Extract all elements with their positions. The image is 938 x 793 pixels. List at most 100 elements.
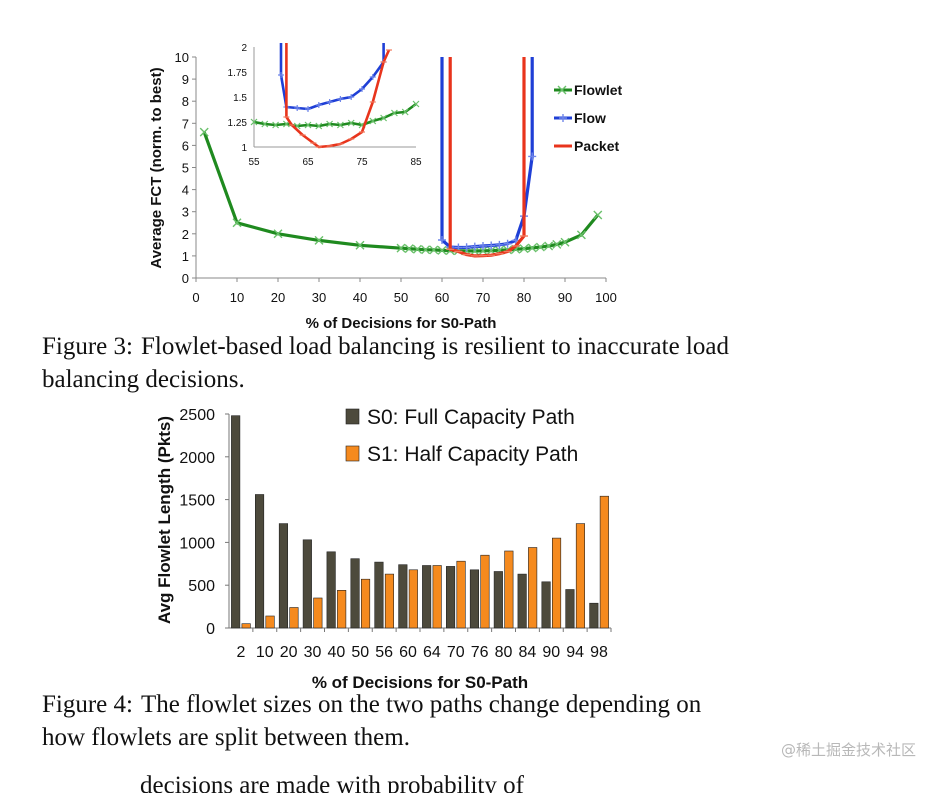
figure-3-point-flow bbox=[470, 242, 479, 251]
figure-4-x-tick-label: 30 bbox=[304, 644, 322, 661]
figure-3-point-flow bbox=[438, 235, 446, 244]
figure-4-y-tick-label: 500 bbox=[188, 578, 215, 595]
figure-4-y-tick-label: 2000 bbox=[179, 450, 215, 467]
figure-4-x-tick-label: 84 bbox=[519, 644, 537, 661]
figure-4-bar-s0 bbox=[255, 494, 265, 629]
figure-4-bar-s1 bbox=[456, 560, 466, 629]
figure-4-y-tick-label: 2500 bbox=[179, 407, 215, 424]
figure-4-x-tick-label: 20 bbox=[280, 644, 298, 661]
figure-3-y-tick-label: 0 bbox=[182, 271, 189, 286]
figure-3-point-flowlet bbox=[404, 244, 414, 254]
figure-4-bar-s0 bbox=[493, 571, 503, 629]
figure-4-bar-s0 bbox=[589, 602, 599, 629]
figure-3-line-flowlet bbox=[202, 131, 600, 253]
figure-3-point-flow bbox=[495, 240, 504, 249]
figure-3-inset-y-tick-label: 1 bbox=[241, 143, 247, 154]
figure-3-inset-point-flowlet bbox=[390, 109, 398, 117]
figure-3-line-packet bbox=[448, 57, 526, 258]
figure-3-inset-point-flow bbox=[315, 102, 322, 108]
figure-4-bar-s1 bbox=[313, 597, 323, 629]
figure-3-inset-point-flowlet bbox=[336, 121, 344, 129]
figure-3-inset-point-flowlet bbox=[315, 122, 323, 130]
figure-3-x-tick-label: 40 bbox=[353, 290, 367, 305]
figure-4-ylabel: Avg Flowlet Length (Pkts) bbox=[155, 416, 174, 624]
figure-3-caption-label: Figure 3: bbox=[42, 333, 133, 360]
figure-3-legend-label-flow: Flow bbox=[574, 110, 606, 126]
figure-4-bar-s0 bbox=[541, 581, 551, 629]
figure-4-bar-s0 bbox=[278, 523, 289, 629]
figure-3-point-flowlet bbox=[412, 244, 422, 254]
figure-3-x-tick-label: 90 bbox=[558, 290, 572, 305]
figure-3-inset-y-tick-label: 1.5 bbox=[233, 93, 247, 104]
figure-3-inset-point-flow bbox=[326, 99, 333, 105]
figure-3-line-flow bbox=[440, 57, 534, 250]
figure-3-y-tick-label: 2 bbox=[182, 227, 189, 242]
figure-3-x-tick-label: 30 bbox=[312, 290, 326, 305]
figure-3-x-tick-label: 60 bbox=[435, 290, 449, 305]
figure-3-inset-y-tick-label: 2 bbox=[241, 43, 247, 54]
figure-3-inset-point-flowlet bbox=[369, 117, 377, 125]
figure-3-ylabel: Average FCT (norm. to best) bbox=[148, 67, 165, 268]
figure-3-inset-point-flow bbox=[337, 96, 344, 102]
figure-3-inset-x-tick-label: 75 bbox=[356, 157, 368, 168]
figure-3-caption: Figure 3: Flowlet-based load balancing is… bbox=[42, 330, 742, 396]
figure-3-x-tick-label: 80 bbox=[517, 290, 531, 305]
figure-3-inset-point-flowlet bbox=[272, 121, 280, 129]
figure-3-point-flowlet bbox=[273, 229, 283, 239]
figure-3-inset-x-tick-label: 55 bbox=[248, 157, 260, 168]
figure-4-bar-s1 bbox=[504, 550, 514, 629]
figure-3-x-tick-label: 20 bbox=[271, 290, 285, 305]
figure-3-y-tick-label: 7 bbox=[182, 116, 189, 131]
figure-4-bar-s0 bbox=[469, 569, 480, 629]
figure-3-x-tick-label: 50 bbox=[394, 290, 408, 305]
figure-4-bar-s0 bbox=[302, 539, 312, 629]
figure-3-point-flowlet bbox=[232, 218, 242, 228]
figure-4-bar-s0 bbox=[517, 573, 527, 629]
figure-4-legend: S0: Full Capacity Path S1: Half Capacity … bbox=[345, 406, 578, 466]
figure-4-bar-s0 bbox=[350, 558, 360, 629]
figure-3-inset-y-tick-label: 1.25 bbox=[228, 118, 248, 129]
figure-4-bar-s1 bbox=[384, 573, 395, 629]
figure-3-point-flowlet bbox=[421, 245, 431, 255]
figure-3-xlabel: % of Decisions for S0-Path bbox=[306, 315, 497, 332]
figure-4-x-tick-label: 50 bbox=[351, 644, 369, 661]
figure-3-y-tick-label: 9 bbox=[182, 72, 189, 87]
figure-3-inset-point-flowlet bbox=[250, 118, 258, 126]
figure-4-x-tick-label: 56 bbox=[375, 644, 393, 661]
figure-3-point-flowlet bbox=[560, 237, 570, 247]
watermark: @稀土掘金技术社区 bbox=[780, 741, 916, 759]
figure-3-x-tick-label: 10 bbox=[230, 290, 244, 305]
figure-4-bar-s0 bbox=[398, 564, 408, 629]
figure-3-legend-label-flowlet: Flowlet bbox=[574, 82, 623, 98]
figure-4-x-tick-label: 94 bbox=[566, 644, 584, 661]
figure-4-x-tick-label: 10 bbox=[256, 644, 274, 661]
figure-3-y-tick-label: 6 bbox=[182, 138, 189, 153]
figure-4-bar-s0 bbox=[326, 551, 336, 629]
figure-3-inset-x-tick-label: 85 bbox=[410, 157, 422, 168]
figure-4-x-tick-label: 2 bbox=[236, 644, 245, 661]
figure-4-caption-label: Figure 4: bbox=[42, 691, 133, 718]
figure-4-caption: Figure 4: The flowlet sizes on the two pa… bbox=[42, 688, 742, 754]
figure-4-legend-label-s1: S1: Half Capacity Path bbox=[367, 443, 578, 466]
figure-4-bar-s1 bbox=[528, 547, 538, 629]
figure-3-point-flowlet bbox=[576, 230, 586, 240]
figure-3-point-flowlet bbox=[478, 246, 488, 256]
figure-3-point-flowlet bbox=[429, 245, 439, 255]
figure-3-y-tick-label: 1 bbox=[182, 249, 189, 264]
figure-4-bar-s0 bbox=[445, 566, 456, 629]
figure-4-x-tick-label: 80 bbox=[495, 644, 513, 661]
figure-4-bar-s1 bbox=[408, 569, 418, 629]
figure-3-point-flow bbox=[462, 243, 471, 252]
figure-4-bar-s0 bbox=[422, 565, 432, 629]
figure-3-y-tick-label: 5 bbox=[182, 161, 189, 176]
figure-3-inset-point-flowlet bbox=[261, 120, 269, 128]
figure-4-legend-swatch-s1 bbox=[345, 445, 360, 462]
figure-4-bar-s0 bbox=[565, 589, 575, 629]
figure-3-y-tick-label: 3 bbox=[182, 205, 189, 220]
figure-4-legend-swatch-s0 bbox=[345, 408, 360, 425]
figure-4-y-tick-label: 1000 bbox=[179, 535, 215, 552]
figure-3-inset-point-flowlet bbox=[380, 114, 388, 122]
figure-3-inset-bg bbox=[254, 47, 416, 147]
figure-3-inset-point-flow bbox=[348, 94, 355, 100]
